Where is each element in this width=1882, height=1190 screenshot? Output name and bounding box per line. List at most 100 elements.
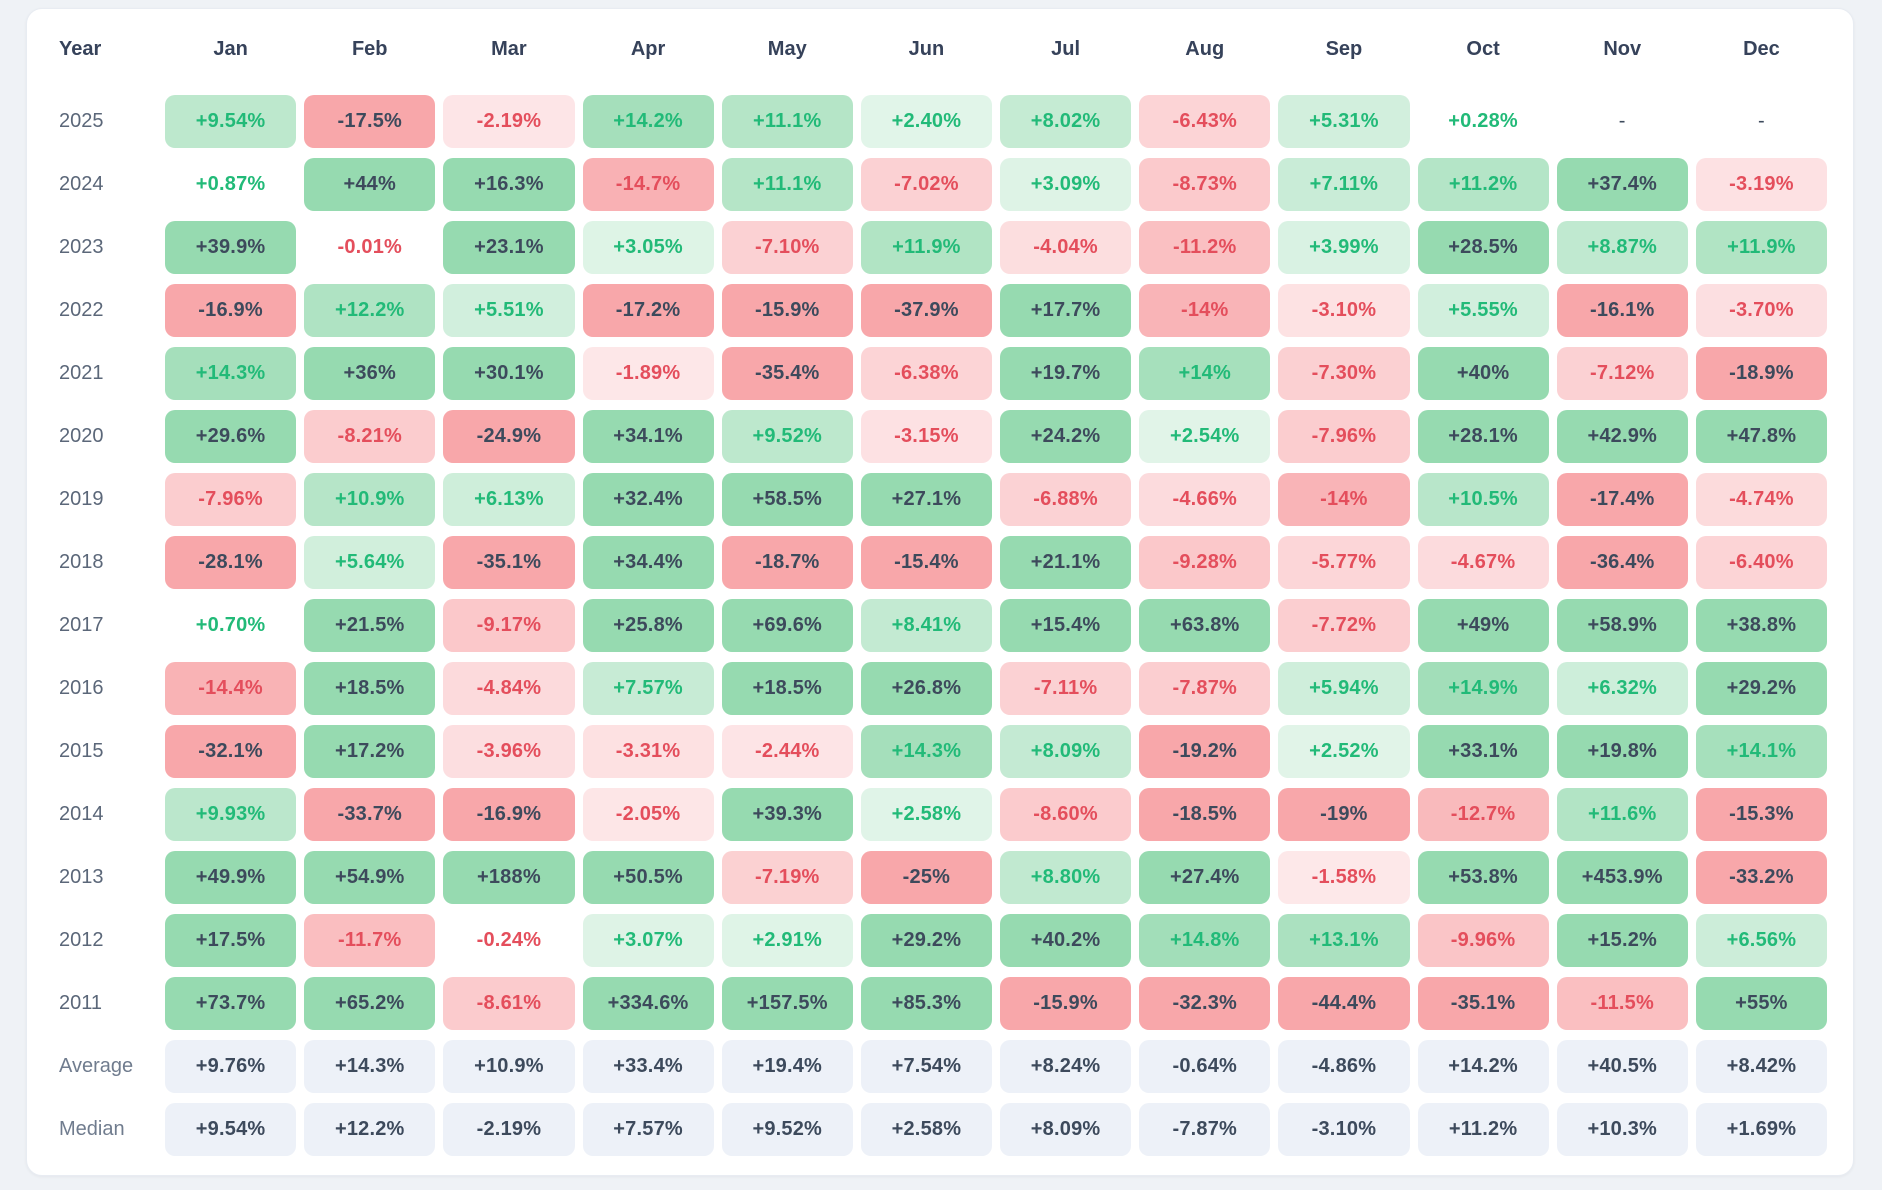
return-cell: +8.09% xyxy=(1000,725,1132,778)
summary-row: Median +9.54% +12.2% -2.19% +7.57% +9.52% +2.5… xyxy=(53,1103,1827,1156)
return-cell: -19.2% xyxy=(1139,725,1271,778)
return-cell: -9.96% xyxy=(1417,914,1549,967)
row-year-label: 2019 xyxy=(59,488,104,510)
return-cell: -6.38% xyxy=(860,347,992,400)
summary-cell: +9.52% xyxy=(721,1103,853,1156)
return-cell: +49% xyxy=(1417,599,1549,652)
return-cell: +21.5% xyxy=(304,599,436,652)
summary-cell: +10.9% xyxy=(443,1040,575,1093)
return-cell: +18.5% xyxy=(721,662,853,715)
return-cell: +14.8% xyxy=(1139,914,1271,967)
return-cell: -18.5% xyxy=(1139,788,1271,841)
row-year-label: 2012 xyxy=(59,929,104,951)
return-cell: -16.1% xyxy=(1556,284,1688,337)
return-cell: -9.17% xyxy=(443,599,575,652)
month-column-header: Oct xyxy=(1466,37,1500,60)
return-cell: +7.57% xyxy=(582,662,714,715)
return-cell: -7.19% xyxy=(721,851,853,904)
return-cell: +47.8% xyxy=(1695,410,1827,463)
return-cell: -36.4% xyxy=(1556,536,1688,589)
return-cell: +19.8% xyxy=(1556,725,1688,778)
return-cell: -14.7% xyxy=(582,158,714,211)
return-cell: +11.1% xyxy=(721,95,853,148)
return-cell: +6.32% xyxy=(1556,662,1688,715)
return-cell: +34.4% xyxy=(582,536,714,589)
return-cell: -0.24% xyxy=(476,929,542,951)
return-cell: -4.66% xyxy=(1139,473,1271,526)
summary-cell: -3.10% xyxy=(1278,1103,1410,1156)
return-cell: +8.87% xyxy=(1556,221,1688,274)
year-column-header: Year xyxy=(59,37,102,60)
return-cell: -7.12% xyxy=(1556,347,1688,400)
return-cell: +157.5% xyxy=(721,977,853,1030)
return-cell: -8.73% xyxy=(1139,158,1271,211)
return-cell: -3.31% xyxy=(582,725,714,778)
return-cell: +3.09% xyxy=(1000,158,1132,211)
summary-cell: +7.54% xyxy=(860,1040,992,1093)
month-column-header: Jan xyxy=(213,37,248,60)
return-cell: +85.3% xyxy=(860,977,992,1030)
return-cell: +8.02% xyxy=(1000,95,1132,148)
return-cell: +44% xyxy=(304,158,436,211)
return-cell: +6.56% xyxy=(1695,914,1827,967)
table-header-row: Year Jan Feb Mar Apr May Jun Jul Aug Sep Oct Nov Dec xyxy=(53,33,1827,65)
return-cell: -7.87% xyxy=(1139,662,1271,715)
month-column-header: Feb xyxy=(351,37,388,60)
summary-cell: +19.4% xyxy=(721,1040,853,1093)
return-cell: -14% xyxy=(1278,473,1410,526)
return-cell: -9.28% xyxy=(1139,536,1271,589)
return-cell: +188% xyxy=(443,851,575,904)
table-row: 2012 +17.5% -11.7% -0.24% +3.07% +2.91% +29.2%… xyxy=(53,914,1827,967)
table-row: 2011 +73.7% +65.2% -8.61% +334.6% +157.5% +85.… xyxy=(53,977,1827,1030)
return-cell: +69.6% xyxy=(721,599,853,652)
return-cell: +30.1% xyxy=(443,347,575,400)
return-cell: +17.2% xyxy=(304,725,436,778)
return-cell: +9.93% xyxy=(165,788,297,841)
return-cell: -4.04% xyxy=(1000,221,1132,274)
return-cell: +40% xyxy=(1417,347,1549,400)
return-cell: +29.2% xyxy=(1695,662,1827,715)
return-cell: -18.7% xyxy=(721,536,853,589)
summary-cell: +1.69% xyxy=(1695,1103,1827,1156)
month-column-header: Jul xyxy=(1051,37,1081,60)
return-cell: -3.10% xyxy=(1278,284,1410,337)
summary-cell: -0.64% xyxy=(1139,1040,1271,1093)
summary-cell: -2.19% xyxy=(443,1103,575,1156)
return-cell: -16.9% xyxy=(443,788,575,841)
return-cell: +29.6% xyxy=(165,410,297,463)
row-year-label: 2018 xyxy=(59,551,104,573)
row-year-label: 2011 xyxy=(59,992,103,1014)
return-cell: +5.94% xyxy=(1278,662,1410,715)
summary-row-label: Median xyxy=(59,1118,125,1140)
table-row: 2020 +29.6% -8.21% -24.9% +34.1% +9.52% -3.15%… xyxy=(53,410,1827,463)
return-cell: +39.3% xyxy=(721,788,853,841)
summary-cell: +8.24% xyxy=(1000,1040,1132,1093)
return-cell: +18.5% xyxy=(304,662,436,715)
monthly-returns-heatmap-card: Year Jan Feb Mar Apr May Jun Jul Aug Sep Oct Nov Dec… xyxy=(26,8,1854,1176)
return-cell: +53.8% xyxy=(1417,851,1549,904)
return-cell: -3.15% xyxy=(860,410,992,463)
month-column-header: Aug xyxy=(1185,37,1225,60)
table-row: 2014 +9.93% -33.7% -16.9% -2.05% +39.3% +2.58%… xyxy=(53,788,1827,841)
return-cell: -37.9% xyxy=(860,284,992,337)
return-cell: -28.1% xyxy=(165,536,297,589)
return-cell: +453.9% xyxy=(1556,851,1688,904)
return-cell: -4.74% xyxy=(1695,473,1827,526)
return-cell: -8.61% xyxy=(443,977,575,1030)
return-cell: -33.2% xyxy=(1695,851,1827,904)
month-column-header: Sep xyxy=(1325,37,1363,60)
return-cell: -3.96% xyxy=(443,725,575,778)
return-cell: -1.58% xyxy=(1278,851,1410,904)
return-cell: -15.9% xyxy=(1000,977,1132,1030)
month-column-header: Mar xyxy=(491,37,527,60)
return-cell: - xyxy=(1757,110,1765,132)
row-year-label: 2015 xyxy=(59,740,104,762)
return-cell: -17.4% xyxy=(1556,473,1688,526)
table-row: 2017 +0.70% +21.5% -9.17% +25.8% +69.6% +8.41%… xyxy=(53,599,1827,652)
return-cell: +15.2% xyxy=(1556,914,1688,967)
return-cell: -19% xyxy=(1278,788,1410,841)
return-cell: +3.05% xyxy=(582,221,714,274)
return-cell: +17.7% xyxy=(1000,284,1132,337)
table-row: 2024 +0.87% +44% +16.3% -14.7% +11.1% -7.02% +3… xyxy=(53,158,1827,211)
table-row: 2021 +14.3% +36% +30.1% -1.89% -35.4% -6.38% +1… xyxy=(53,347,1827,400)
